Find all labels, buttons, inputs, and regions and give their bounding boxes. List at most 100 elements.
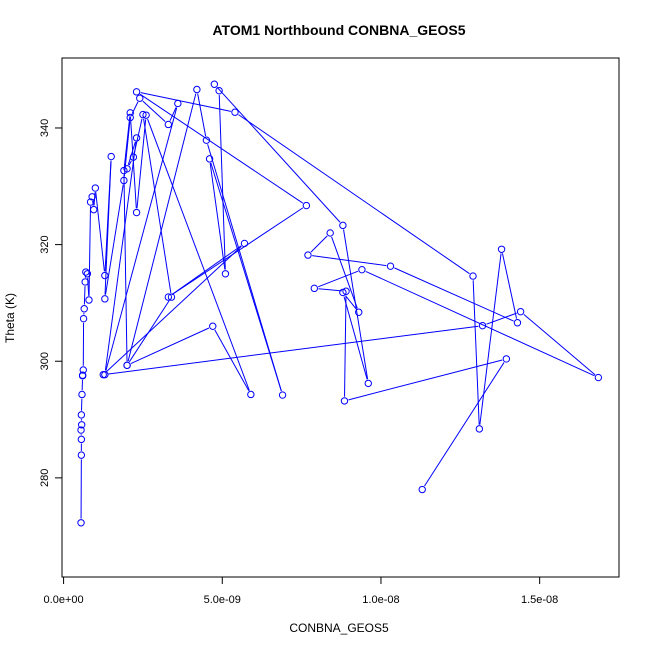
x-tick-label: 1.5e-08 xyxy=(521,594,558,606)
data-point xyxy=(129,153,138,161)
x-tick-label: 0.0e+00 xyxy=(44,594,84,606)
series-segment xyxy=(216,87,341,223)
series-segment xyxy=(214,329,250,392)
y-tick-label: 280 xyxy=(39,469,51,487)
series-segment xyxy=(424,362,505,487)
data-point xyxy=(90,205,98,214)
data-point xyxy=(136,94,144,102)
data-point xyxy=(142,111,150,119)
data-point xyxy=(209,322,217,330)
data-point xyxy=(231,108,239,116)
data-point xyxy=(79,314,88,323)
data-point xyxy=(502,355,511,363)
series-segment xyxy=(523,314,596,376)
series-segment xyxy=(130,327,210,365)
data-point xyxy=(101,295,109,303)
data-point xyxy=(101,271,109,280)
series-segment xyxy=(123,116,131,167)
data-point xyxy=(126,109,134,117)
series-segment xyxy=(83,286,86,305)
series-segment xyxy=(147,118,250,391)
data-point xyxy=(80,305,88,313)
data-point xyxy=(418,485,426,494)
series-segment xyxy=(128,160,132,166)
data-point xyxy=(339,221,347,230)
data-point xyxy=(516,307,525,316)
data-point xyxy=(215,86,223,95)
data-point xyxy=(120,166,128,175)
series-segment xyxy=(123,174,128,362)
data-point xyxy=(355,308,363,316)
data-point xyxy=(88,193,96,201)
series-segment xyxy=(142,100,166,123)
data-point xyxy=(82,268,90,276)
data-point xyxy=(513,319,522,327)
data-point xyxy=(107,152,115,161)
series-segment xyxy=(343,296,368,380)
data-point xyxy=(469,272,477,280)
data-point xyxy=(86,198,95,206)
data-point xyxy=(304,251,312,259)
data-point xyxy=(358,265,366,274)
series-segment xyxy=(472,280,480,425)
series-segment xyxy=(128,300,170,363)
data-point xyxy=(205,155,214,163)
data-point xyxy=(193,85,201,94)
data-point xyxy=(132,208,141,217)
series-segment xyxy=(345,295,357,310)
data-point xyxy=(120,176,128,185)
data-point xyxy=(210,80,219,88)
y-axis: 280 300 320 340 xyxy=(39,119,63,487)
data-point xyxy=(123,361,131,370)
data-point xyxy=(132,134,141,142)
data-point xyxy=(364,379,372,388)
series-segment xyxy=(310,235,328,253)
y-tick-label: 340 xyxy=(39,119,51,137)
data-point xyxy=(497,245,506,253)
data-point xyxy=(594,373,603,382)
series-segment xyxy=(312,255,387,267)
data-point xyxy=(79,366,87,374)
series-segment xyxy=(95,192,105,272)
x-axis: 0.0e+00 5.0e-09 1.0e-08 1.5e-08 xyxy=(44,576,558,606)
data-point xyxy=(83,270,92,278)
data-point xyxy=(278,391,287,399)
data-point xyxy=(164,293,173,301)
series-segment xyxy=(104,141,137,371)
x-axis-label: CONBNA_GEOS5 xyxy=(289,621,389,635)
data-point xyxy=(240,239,249,248)
series-segment xyxy=(143,118,172,294)
data-point xyxy=(77,426,85,434)
series-segment xyxy=(105,107,178,371)
series-layer xyxy=(77,80,603,527)
data-point xyxy=(386,262,395,270)
series-segment xyxy=(197,93,207,137)
data-point xyxy=(85,296,93,304)
series-segment xyxy=(140,92,231,112)
data-point xyxy=(77,411,86,419)
data-point xyxy=(202,136,211,144)
series-segment xyxy=(209,162,226,270)
chart-title: ATOM1 Northbound CONBNA_GEOS5 xyxy=(212,22,465,38)
series-segment xyxy=(501,253,518,319)
x-tick-label: 1.0e-08 xyxy=(362,594,399,606)
series-segment xyxy=(130,116,137,209)
data-point xyxy=(78,371,87,379)
series-segment xyxy=(139,93,304,204)
y-tick-label: 300 xyxy=(39,352,51,370)
data-point xyxy=(340,397,349,405)
y-tick-label: 320 xyxy=(39,235,51,253)
data-point xyxy=(99,370,107,379)
data-point xyxy=(77,435,86,444)
plot-frame xyxy=(61,57,620,578)
data-point xyxy=(126,113,134,122)
y-axis-label: Theta (K) xyxy=(3,293,17,343)
data-point xyxy=(174,99,182,108)
data-point xyxy=(478,321,487,330)
data-point xyxy=(77,519,85,527)
series-segment xyxy=(171,245,242,296)
series-segment xyxy=(136,119,147,209)
series-segment xyxy=(171,207,304,296)
data-point xyxy=(247,390,255,399)
